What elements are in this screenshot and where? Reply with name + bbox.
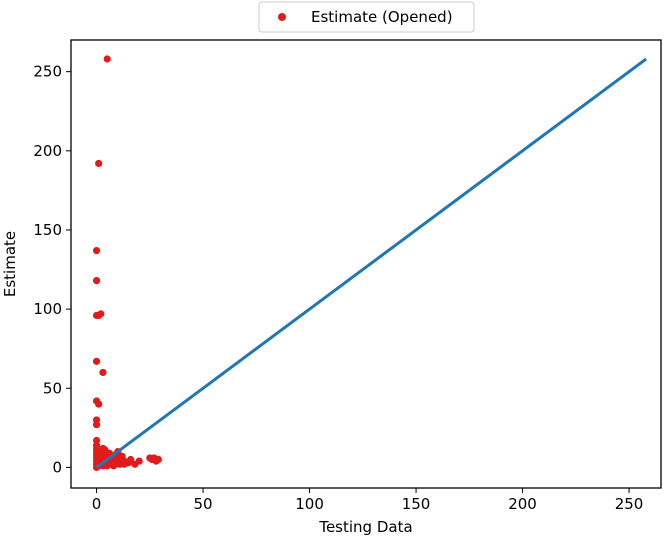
x-tick-label: 250 xyxy=(615,495,644,513)
legend-marker-estimate-opened xyxy=(278,13,286,21)
reference-line xyxy=(95,57,647,469)
y-axis-title: Estimate xyxy=(1,231,19,297)
scatter-point xyxy=(92,357,101,365)
x-axis-title: Testing Data xyxy=(318,518,412,536)
scatter-point xyxy=(92,277,101,285)
scatter-point xyxy=(101,446,109,454)
scatter-point xyxy=(95,159,103,168)
legend-label-estimate-opened: Estimate (Opened) xyxy=(311,8,453,26)
x-axis-ticks: 0 50 100 150 200 250 xyxy=(92,488,644,513)
scatter-point xyxy=(127,455,135,464)
scatter-point xyxy=(99,368,107,377)
scatter-point xyxy=(97,310,105,318)
y-tick-label: 150 xyxy=(33,221,62,239)
scatter-point xyxy=(92,421,101,429)
scatter-point xyxy=(135,457,143,465)
y-tick-label: 250 xyxy=(33,63,62,81)
legend-box xyxy=(258,1,475,33)
x-tick-label: 150 xyxy=(402,495,431,513)
series-layer xyxy=(92,55,647,472)
y-axis-ticks: 0 50 100 150 200 250 xyxy=(33,63,71,476)
x-tick-label: 0 xyxy=(92,495,102,513)
y-tick-label: 100 xyxy=(33,300,62,318)
x-tick-label: 100 xyxy=(295,495,324,513)
legend: Estimate (Opened) xyxy=(258,1,475,33)
scatter-point xyxy=(92,246,101,255)
scatter-point xyxy=(154,455,162,464)
y-tick-label: 0 xyxy=(52,458,62,476)
plot-frame xyxy=(70,39,662,489)
y-tick-label: 50 xyxy=(43,379,62,397)
scatter-point xyxy=(103,55,111,63)
x-tick-label: 50 xyxy=(194,495,213,513)
x-tick-label: 200 xyxy=(508,495,537,513)
scatter-point xyxy=(95,400,103,408)
y-tick-label: 200 xyxy=(33,142,62,160)
